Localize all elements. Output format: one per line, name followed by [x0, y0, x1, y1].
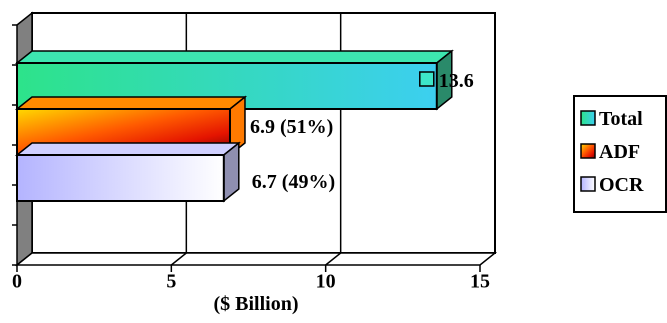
legend-swatch-total [580, 110, 596, 126]
grid-floor-line-5 [170, 252, 187, 266]
bar-top-total [14, 50, 454, 64]
x-tick-label-5: 5 [166, 271, 176, 293]
legend-swatch-adf [580, 143, 596, 159]
legend-swatch-ocr [580, 176, 596, 192]
legend-label-ocr: OCR [599, 174, 644, 196]
x-tick-label-10: 10 [316, 271, 336, 293]
data-labels: 13.6 6.9 (51%) 6.7 (49%) [250, 70, 474, 193]
x-axis-title: ($ Billion) [213, 293, 298, 315]
data-label-adf: 6.9 (51%) [250, 116, 333, 138]
x-tick-label-15: 15 [470, 271, 490, 293]
bar-top-adf [14, 96, 248, 110]
legend-label-adf: ADF [599, 141, 640, 163]
legend: Total ADF OCR [573, 95, 667, 213]
legend-label-total: Total [599, 108, 643, 130]
bars [14, 49, 454, 203]
data-label-ocr: 6.7 (49%) [252, 171, 335, 193]
grid-floor-line-10 [325, 252, 342, 266]
bar-top-ocr [14, 142, 241, 156]
plot-floor [14, 252, 498, 266]
data-label-total: 13.6 [439, 70, 474, 92]
x-axis: 0 5 10 15 [12, 24, 490, 293]
bar-front-ocr [16, 154, 225, 202]
total-legend-key-marker [419, 71, 435, 87]
bar-ocr [14, 141, 241, 203]
x-tick-label-0: 0 [12, 271, 22, 293]
